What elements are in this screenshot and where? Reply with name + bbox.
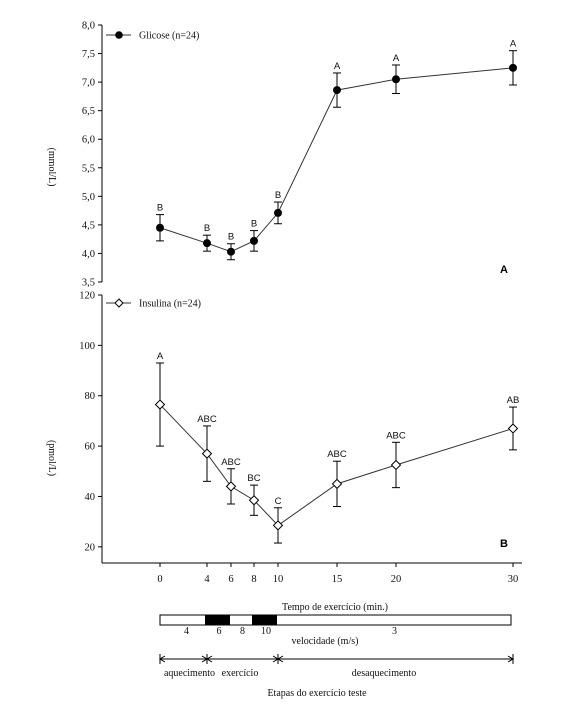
panel-b-legend-marker (114, 298, 124, 308)
panel-a-data-point (392, 75, 400, 84)
panel-a: 3,54,04,55,05,56,06,57,07,58,0 (mmol/L) … (46, 21, 517, 289)
panel-b-data-point (201, 448, 213, 459)
panel-b-data-point (154, 399, 166, 410)
x-tick-label: 30 (508, 574, 519, 585)
panel-a-series: B B B B B A A A (156, 39, 517, 261)
stages-caption: Etapas do exercício teste (267, 688, 367, 699)
x-tick-label: 20 (391, 574, 402, 585)
panel-b-data-point (390, 459, 402, 471)
panel-a-ytick-label: 3,5 (82, 278, 95, 289)
panel-b-series-line (159, 404, 514, 527)
stages: aquecimento exercício desaquecimento (159, 654, 514, 679)
stage-arrowhead (277, 655, 284, 663)
panel-b-significance-label: ABC (197, 414, 217, 425)
panel-a-significance-label: A (334, 61, 341, 72)
x-tick-label: 6 (228, 574, 233, 585)
panel-b-ytick-label: 40 (85, 492, 96, 503)
panel-a-label: A (500, 264, 508, 276)
panel-a-data-point (509, 63, 517, 72)
x-axis-label: Tempo de exercício (min.) (282, 602, 388, 613)
velocity-segment-filled (205, 615, 230, 625)
panel-b-series: A ABC ABC BC C ABC ABC AB (154, 351, 520, 544)
x-tick-label: 10 (273, 574, 284, 585)
x-tick-label: 15 (332, 574, 343, 585)
panel-b-legend-label: Insulina (n=24) (139, 299, 201, 310)
panel-b-ytick-label: 120 (79, 291, 95, 302)
panel-b-data-point (272, 520, 284, 531)
panel-a-data-point (274, 208, 282, 217)
panel-b-ytick-label: 60 (85, 442, 96, 453)
panel-b-data-point (248, 495, 260, 506)
panel-a-legend-label: Glicose (n=24) (139, 31, 199, 42)
stage-arrowhead (159, 655, 166, 663)
panel-a-ytick-label: 6,5 (82, 106, 95, 117)
panel-b-ytick-label: 20 (85, 542, 96, 553)
velocity-segment-label: 10 (261, 626, 271, 637)
velocity-segment-label: 8 (240, 626, 245, 637)
panel-b-legend: Insulina (n=24) (106, 298, 201, 310)
panel-b-significance-label: ABC (386, 430, 406, 441)
panel-a-significance-label: B (251, 219, 257, 230)
velocity-bar-outline (159, 614, 512, 626)
panel-a-series-line (159, 67, 514, 253)
panel-a-data-point (227, 247, 235, 256)
panel-b-ytick-label: 80 (85, 391, 96, 402)
stage-label: aquecimento (164, 668, 215, 679)
x-axis-ticks: 0 4 6 8 10 15 20 30 (157, 563, 518, 585)
velocity-segment-label: 3 (392, 626, 397, 637)
panel-b-significance-label: ABC (221, 457, 241, 468)
panel-a-ytick-label: 4,0 (82, 249, 95, 260)
panel-a-significance-label: A (510, 39, 517, 50)
panel-a-ytick-label: 4,5 (82, 220, 95, 231)
panel-b-data-point (507, 423, 519, 434)
x-tick-label: 8 (251, 574, 256, 585)
panel-b-data-point (331, 478, 343, 490)
stage-arrowhead (507, 655, 514, 663)
panel-a-significance-label: B (204, 223, 210, 234)
x-tick-label: 4 (204, 574, 210, 585)
velocity-segment-label: 6 (217, 626, 222, 637)
panel-a-data-point (203, 239, 211, 248)
stage-label: exercício (222, 668, 259, 679)
panel-a-data-point (333, 86, 341, 95)
x-tick-label: 0 (157, 574, 162, 585)
panel-a-ytick-label: 7,0 (82, 78, 95, 89)
panel-b-significance-label: AB (507, 395, 520, 406)
panel-a-data-point (156, 223, 164, 232)
panel-b-ylabel: (pmol/L) (46, 440, 57, 476)
panel-b-significance-label: C (275, 496, 282, 507)
panel-a-ytick-label: 8,0 (82, 21, 95, 32)
velocity-segment-label: 4 (184, 626, 189, 637)
panel-a-significance-label: A (393, 53, 400, 64)
panel-a-ytick-label: 7,5 (82, 49, 95, 60)
stage-label: desaquecimento (352, 668, 416, 679)
stage-arrowhead (206, 655, 213, 663)
panel-a-legend: Glicose (n=24) (106, 31, 199, 42)
panel-a-significance-label: B (275, 190, 281, 201)
panel-a-ytick-label: 5,0 (82, 192, 95, 203)
velocity-segment-filled (252, 615, 277, 625)
panel-a-significance-label: B (157, 203, 163, 214)
panel-a-significance-label: B (228, 232, 234, 243)
panel-b-significance-label: A (157, 351, 164, 362)
panel-b-significance-label: ABC (327, 449, 347, 460)
panel-a-legend-marker (115, 31, 123, 39)
velocity-bar: 4 6 8 10 3 (159, 614, 512, 637)
panel-b-label: B (500, 538, 508, 550)
panel-a-data-point (250, 236, 258, 245)
panel-b-y-ticks: 20 40 60 80 100 120 (79, 291, 102, 553)
panel-b-significance-label: BC (247, 473, 260, 484)
panel-a-ytick-label: 6,0 (82, 135, 95, 146)
panel-b-ytick-label: 100 (79, 341, 95, 352)
panel-a-y-ticks: 3,5 4,0 4,5 5,0 5,5 6,0 6,5 7,0 7,5 8,0 (82, 21, 102, 289)
velocity-caption: velocidade (m/s) (292, 636, 359, 647)
panel-b-data-point (225, 481, 237, 492)
panel-a-ylabel: (mmol/L) (46, 148, 57, 187)
panel-a-ytick-label: 5,5 (82, 163, 95, 174)
